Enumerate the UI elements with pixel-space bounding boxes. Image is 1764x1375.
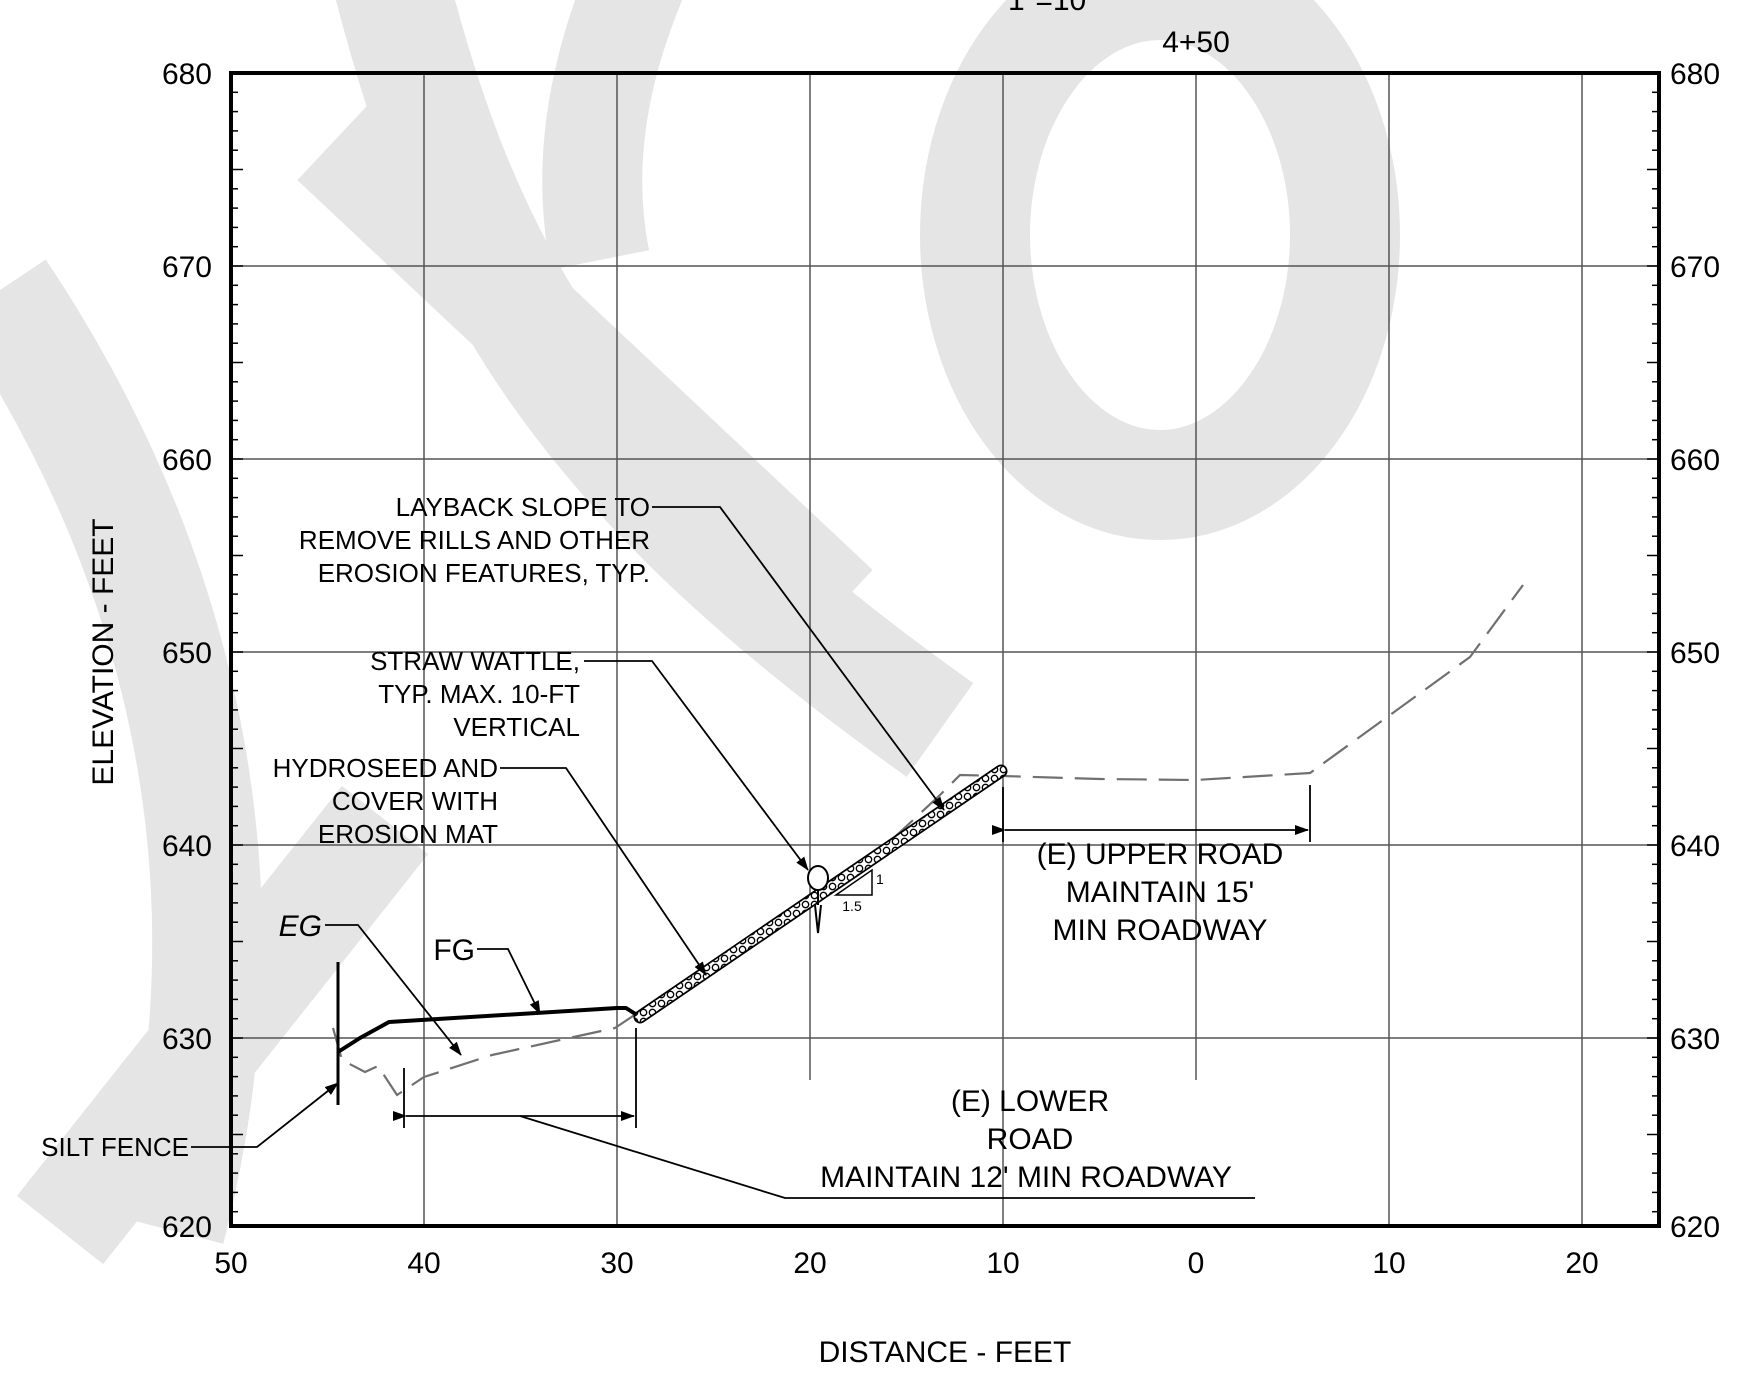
watermark xyxy=(0,0,1400,1265)
lower-road-line-1: (E) LOWER xyxy=(951,1085,1109,1118)
minor-ticks xyxy=(231,91,1659,1213)
y-tick-650: 650 xyxy=(162,637,212,670)
dimension-arrows xyxy=(393,825,1309,1121)
x-tick-50: 50 xyxy=(214,1247,247,1280)
y-tick-630: 630 xyxy=(162,1023,212,1056)
y-tick-660-right: 660 xyxy=(1670,444,1720,477)
layback-line-3: EROSION FEATURES, TYP. xyxy=(318,558,650,588)
y-tick-labels-right: 620 630 640 650 660 670 680 xyxy=(1670,58,1720,1244)
wattle-line-2: TYP. MAX. 10-FT xyxy=(378,679,580,709)
leader-lines xyxy=(191,506,1255,1199)
upper-road-line-2: MAINTAIN 15' xyxy=(1066,876,1255,909)
y-tick-640-right: 640 xyxy=(1670,830,1720,863)
finish-grade xyxy=(336,1006,642,1054)
hydroseed-line-2: COVER WITH xyxy=(332,786,498,816)
x-tick-20-right: 20 xyxy=(1565,1247,1598,1280)
hydroseed-line-3: EROSION MAT xyxy=(318,819,498,849)
eg-label: EG xyxy=(279,910,322,943)
callout-wattle: STRAW WATTLE, TYP. MAX. 10-FT VERTICAL xyxy=(370,646,580,742)
x-tick-labels: 50 40 30 20 10 0 10 20 xyxy=(214,1247,1598,1280)
callout-hydroseed: HYDROSEED AND COVER WITH EROSION MAT xyxy=(273,753,498,849)
y-tick-labels-left: 620 630 640 650 660 670 680 xyxy=(162,58,212,1244)
slope-indicator xyxy=(833,868,873,896)
lower-road-line-3: MAINTAIN 12' MIN ROADWAY xyxy=(820,1161,1232,1194)
x-tick-0: 0 xyxy=(1188,1247,1205,1280)
y-tick-640: 640 xyxy=(162,830,212,863)
silt-fence-label: SILT FENCE xyxy=(41,1132,189,1162)
wattle-line-1: STRAW WATTLE, xyxy=(370,646,580,676)
station-label: 4+50 xyxy=(1162,26,1230,59)
y-tick-620: 620 xyxy=(162,1211,212,1244)
y-tick-620-right: 620 xyxy=(1670,1211,1720,1244)
slope-rise-label: 1 xyxy=(876,871,884,887)
y-tick-680: 680 xyxy=(162,58,212,91)
dimension-lines xyxy=(403,785,1311,1128)
scale-label: 1"=10' xyxy=(1008,0,1092,17)
x-tick-20: 20 xyxy=(793,1247,826,1280)
y-tick-670: 670 xyxy=(162,251,212,284)
x-tick-40: 40 xyxy=(407,1247,440,1280)
plot-frame xyxy=(229,71,1661,1228)
grid-lines xyxy=(231,73,1659,1226)
y-axis-title: ELEVATION - FEET xyxy=(87,518,120,785)
erosion-mat xyxy=(633,764,1008,1024)
y-tick-660: 660 xyxy=(162,444,212,477)
x-tick-10-right: 10 xyxy=(1372,1247,1405,1280)
wattle-line-3: VERTICAL xyxy=(453,712,580,742)
upper-road-line-1: (E) UPPER ROAD xyxy=(1037,838,1284,871)
slope-run-label: 1.5 xyxy=(842,898,862,914)
hydroseed-line-1: HYDROSEED AND xyxy=(273,753,498,783)
layback-line-1: LAYBACK SLOPE TO xyxy=(396,492,650,522)
y-tick-670-right: 670 xyxy=(1670,251,1720,284)
straw-wattle xyxy=(807,865,829,934)
x-axis-title: DISTANCE - FEET xyxy=(819,1336,1072,1369)
upper-road-line-3: MIN ROADWAY xyxy=(1053,914,1268,947)
upper-road-label: (E) UPPER ROAD MAINTAIN 15' MIN ROADWAY xyxy=(1037,838,1284,947)
y-tick-650-right: 650 xyxy=(1670,637,1720,670)
lower-road-line-2: ROAD xyxy=(987,1123,1074,1156)
layback-line-2: REMOVE RILLS AND OTHER xyxy=(299,525,650,555)
fg-label: FG xyxy=(433,934,475,967)
lower-road-label: (E) LOWER ROAD MAINTAIN 12' MIN ROADWAY xyxy=(820,1085,1232,1194)
callout-layback: LAYBACK SLOPE TO REMOVE RILLS AND OTHER … xyxy=(299,492,650,588)
y-tick-680-right: 680 xyxy=(1670,58,1720,91)
x-tick-30: 30 xyxy=(600,1247,633,1280)
y-tick-630-right: 630 xyxy=(1670,1023,1720,1056)
x-tick-10: 10 xyxy=(986,1247,1019,1280)
